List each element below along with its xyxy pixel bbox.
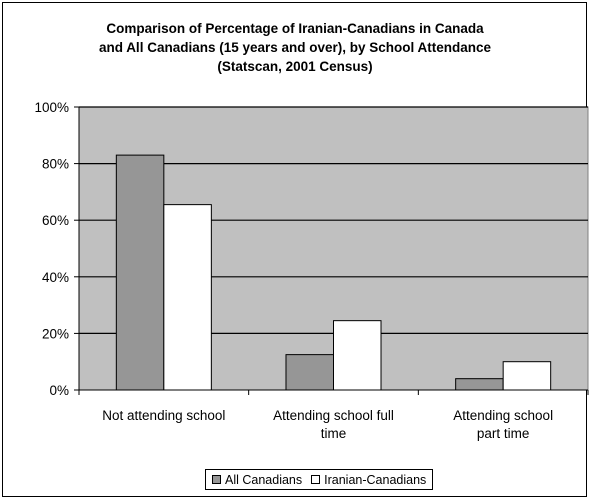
legend-swatch-all-canadians (212, 475, 221, 484)
chart-title: Comparison of Percentage of Iranian-Cana… (0, 19, 590, 76)
x-tick-label: Not attending school (102, 408, 225, 423)
y-tick-label: 60% (42, 213, 69, 228)
x-tick-label: Attending school full time (273, 408, 394, 441)
y-tick-label: 0% (49, 383, 69, 398)
y-tick-label: 40% (42, 270, 69, 285)
legend-item-all-canadians: All Canadians (212, 473, 302, 487)
bar-iranian-canadians (163, 204, 212, 391)
bar-all-canadians (455, 378, 504, 391)
legend-label-all-canadians: All Canadians (225, 472, 303, 487)
legend-label-iranian-canadians: Iranian-Canadians (324, 472, 427, 487)
bar-iranian-canadians (333, 320, 382, 391)
bar-iranian-canadians (502, 361, 552, 391)
chart-title-line-3: (Statscan, 2001 Census) (217, 59, 373, 74)
bar-all-canadians (285, 354, 335, 391)
chart-title-line-1: Comparison of Percentage of Iranian-Cana… (106, 21, 484, 36)
chart-legend: All Canadians Iranian-Canadians (205, 469, 434, 490)
y-tick-label: 100% (34, 100, 69, 115)
legend-item-iranian-canadians: Iranian-Canadians (311, 473, 426, 487)
bar-all-canadians (115, 154, 165, 391)
legend-swatch-iranian-canadians (311, 475, 321, 484)
y-tick-label: 20% (42, 326, 69, 341)
x-tick-label: Attending school part time (453, 408, 553, 441)
chart-title-line-2: and All Canadians (15 years and over), b… (98, 40, 492, 55)
y-tick-label: 80% (42, 157, 69, 172)
